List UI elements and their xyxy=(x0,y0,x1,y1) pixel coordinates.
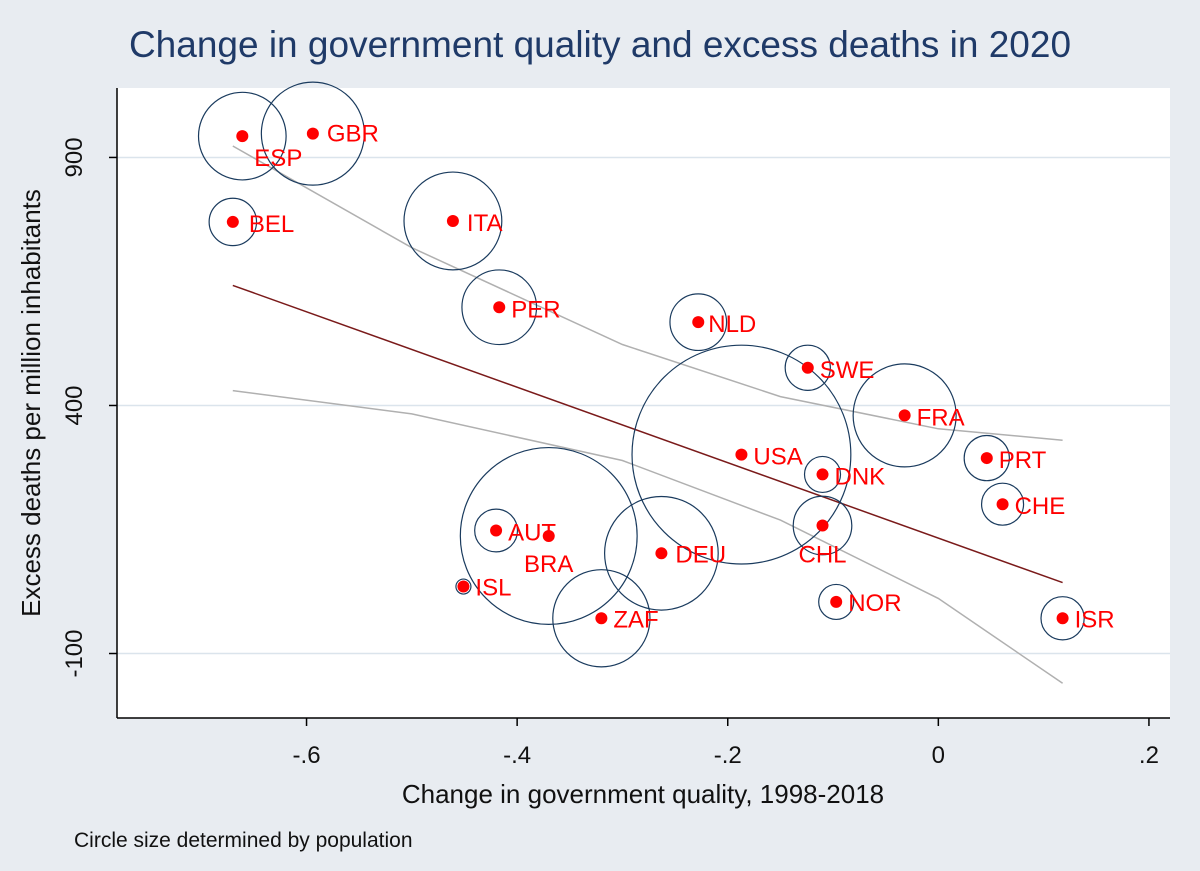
bubble-nor xyxy=(818,583,855,621)
point-deu xyxy=(655,547,668,560)
point-prt xyxy=(980,452,993,465)
point-bra xyxy=(542,529,555,542)
label-chl: CHL xyxy=(799,542,847,569)
label-swe: SWE xyxy=(820,357,875,384)
bubble-deu xyxy=(604,495,719,611)
bubble-per xyxy=(461,269,538,346)
chart-title: Change in government quality and excess … xyxy=(128,24,1072,65)
y-tick-label: 900 xyxy=(61,137,88,177)
point-aut xyxy=(490,524,503,537)
point-fra xyxy=(898,409,911,422)
point-gbr xyxy=(306,127,319,140)
bubble-ita xyxy=(403,171,503,271)
label-zaf: ZAF xyxy=(613,606,658,633)
bubble-gbr xyxy=(260,81,365,186)
bubble-aut xyxy=(474,508,519,553)
x-tick-label: .2 xyxy=(1139,742,1159,769)
bubble-usa xyxy=(631,344,852,565)
ci-lower-line xyxy=(232,389,1064,684)
label-prt: PRT xyxy=(999,447,1047,474)
bubble-dnk xyxy=(803,455,842,494)
bubble-swe xyxy=(784,344,831,391)
chart-note: Circle size determined by population xyxy=(74,829,413,852)
bubble-isr xyxy=(1040,596,1085,641)
point-isl xyxy=(457,580,470,593)
x-axis-label: Change in government quality, 1998-2018 xyxy=(402,779,884,809)
label-isr: ISR xyxy=(1075,606,1115,633)
label-aut: AUT xyxy=(508,519,556,546)
label-deu: DEU xyxy=(675,541,726,568)
bubble-isl xyxy=(455,578,472,595)
bubble-bra xyxy=(459,446,638,625)
point-dnk xyxy=(816,468,829,481)
ci-upper-line xyxy=(232,145,1063,441)
bubble-chl xyxy=(792,495,853,556)
x-tick-label: 0 xyxy=(932,742,945,769)
point-chl xyxy=(816,519,829,532)
label-isl: ISL xyxy=(475,575,511,602)
label-per: PER xyxy=(511,296,560,323)
label-usa: USA xyxy=(753,444,802,471)
y-tick-label: -100 xyxy=(61,629,88,677)
bubble-nld xyxy=(669,293,728,352)
point-ita xyxy=(446,214,459,227)
y-tick-label: 400 xyxy=(61,385,88,425)
point-nor xyxy=(830,595,843,608)
x-tick-label: -.6 xyxy=(293,742,321,769)
bubble-esp xyxy=(197,91,287,181)
label-fra: FRA xyxy=(917,404,965,431)
label-nld: NLD xyxy=(708,311,756,338)
label-dnk: DNK xyxy=(835,463,886,490)
point-esp xyxy=(236,130,249,143)
bubble-fra xyxy=(852,363,957,468)
label-che: CHE xyxy=(1015,493,1066,520)
label-bel: BEL xyxy=(249,211,294,238)
point-bel xyxy=(226,215,239,228)
label-nor: NOR xyxy=(848,590,901,617)
point-che xyxy=(996,498,1009,511)
label-gbr: GBR xyxy=(327,121,379,148)
point-nld xyxy=(692,316,705,329)
x-tick-label: -.4 xyxy=(503,742,531,769)
label-ita: ITA xyxy=(467,210,503,237)
fit-line xyxy=(232,284,1063,584)
point-zaf xyxy=(595,612,608,625)
y-axis-label: Excess deaths per million inhabitants xyxy=(16,189,46,617)
point-swe xyxy=(801,361,814,374)
x-tick-label: -.2 xyxy=(714,742,742,769)
label-esp: ESP xyxy=(254,145,302,172)
label-bra: BRA xyxy=(524,551,573,578)
point-isr xyxy=(1056,612,1069,625)
point-per xyxy=(493,301,506,314)
bubble-zaf xyxy=(552,569,651,668)
bubble-bel xyxy=(208,197,258,247)
point-usa xyxy=(735,448,748,461)
plot-area xyxy=(117,88,1170,718)
bubble-che xyxy=(980,482,1025,526)
bubble-prt xyxy=(963,434,1010,482)
